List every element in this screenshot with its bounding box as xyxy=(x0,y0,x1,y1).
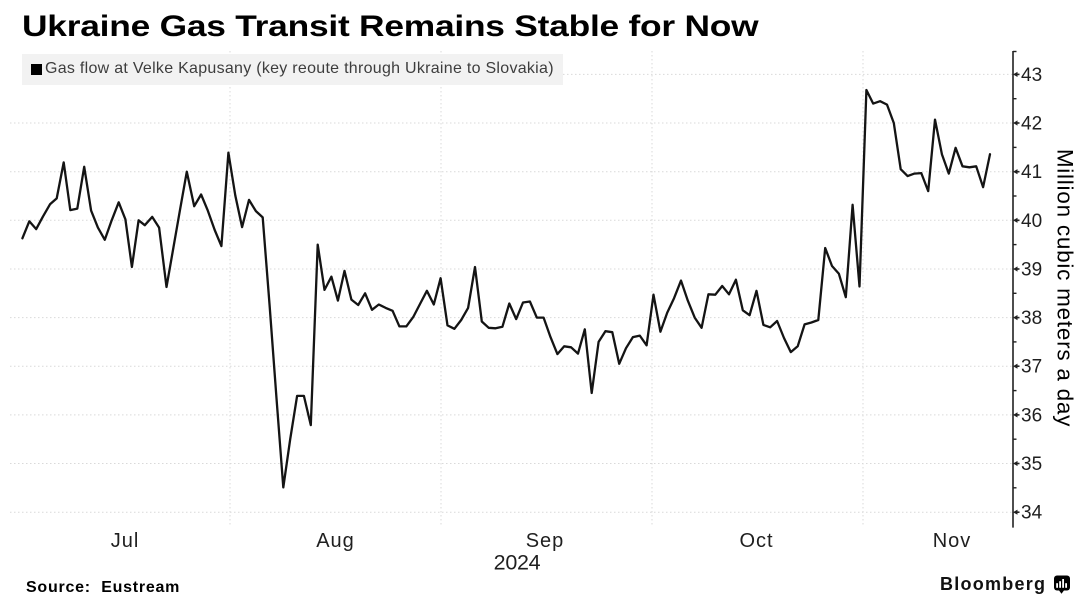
svg-text:40: 40 xyxy=(1021,211,1042,232)
svg-text:39: 39 xyxy=(1021,260,1042,281)
svg-text:Million cubic meters a day: Million cubic meters a day xyxy=(1053,149,1078,427)
svg-text:42: 42 xyxy=(1021,114,1042,135)
svg-text:Oct: Oct xyxy=(739,530,773,552)
svg-text:2024: 2024 xyxy=(494,551,541,575)
svg-text:Aug: Aug xyxy=(316,530,355,552)
svg-text:Sep: Sep xyxy=(526,530,565,552)
svg-text:Nov: Nov xyxy=(933,530,972,552)
svg-text:37: 37 xyxy=(1021,357,1042,378)
svg-text:43: 43 xyxy=(1021,65,1042,86)
svg-text:41: 41 xyxy=(1021,162,1042,183)
svg-text:35: 35 xyxy=(1021,454,1042,475)
svg-text:Jul: Jul xyxy=(111,530,140,552)
svg-text:38: 38 xyxy=(1021,308,1042,329)
svg-text:34: 34 xyxy=(1021,503,1043,524)
svg-text:36: 36 xyxy=(1021,405,1042,426)
